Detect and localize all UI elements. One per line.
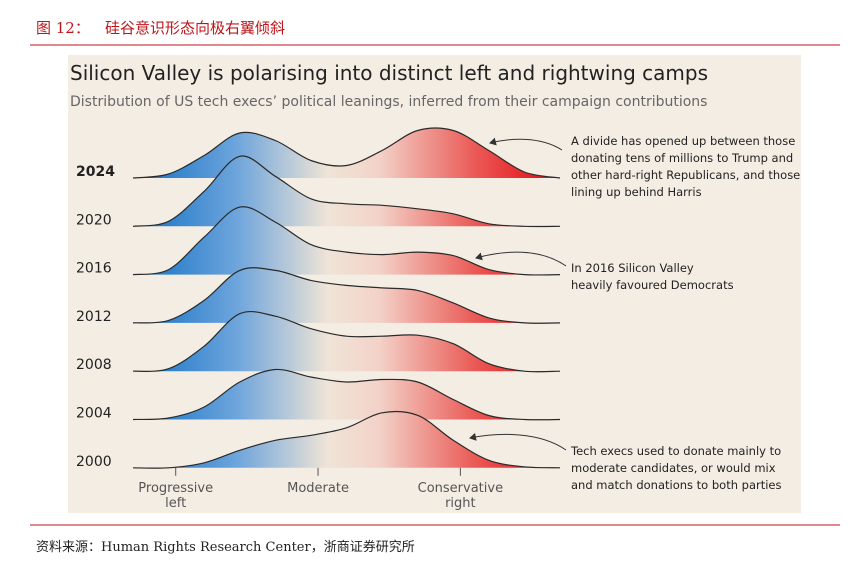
ridge — [132, 368, 561, 421]
year-label: 2004 — [76, 406, 112, 422]
ridge — [132, 267, 561, 324]
figure-title: 硅谷意识形态向极右翼倾斜 — [105, 19, 285, 37]
ridge — [132, 206, 561, 276]
annotation: lining up behind Harris — [571, 185, 702, 199]
annotation: heavily favoured Democrats — [571, 278, 734, 292]
year-label: 2020 — [76, 212, 112, 228]
annotation: Tech execs used to donate mainly to — [570, 444, 781, 458]
annotation-arrow — [475, 251, 567, 267]
annotation: donating tens of millions to Trump and — [571, 151, 793, 165]
annotation-arrow — [489, 137, 563, 151]
x-tick-label: Progressive left — [138, 481, 213, 511]
chart-title: Silicon Valley is polarising into distin… — [70, 61, 708, 85]
x-tick-label: Conservative right — [418, 481, 503, 511]
year-label: 2016 — [76, 261, 112, 277]
year-label: 2000 — [76, 454, 112, 470]
annotation: other hard-right Republicans, and those — [571, 168, 800, 182]
annotation: A divide has opened up between those — [571, 134, 795, 148]
plot: 2024 2020 2016 2012 2008 2004 2000 Progressive l… — [76, 127, 561, 511]
annotation: and match donations to both parties — [571, 478, 782, 492]
annotation: moderate candidates, or would mix — [571, 461, 776, 475]
year-label: 2008 — [76, 357, 112, 373]
ridge — [132, 311, 561, 373]
annotation: In 2016 Silicon Valley — [571, 261, 694, 275]
ridge — [132, 410, 561, 469]
figure-label: 图 12： — [36, 19, 90, 37]
year-label: 2024 — [76, 164, 115, 180]
annotation-arrow — [469, 432, 567, 451]
chart-subtitle: Distribution of US tech execs’ political… — [70, 94, 707, 110]
source: 资料来源：Human Rights Research Center，浙商证券研究… — [36, 539, 415, 555]
x-tick-label: Moderate — [287, 481, 349, 496]
year-label: 2012 — [76, 309, 112, 325]
